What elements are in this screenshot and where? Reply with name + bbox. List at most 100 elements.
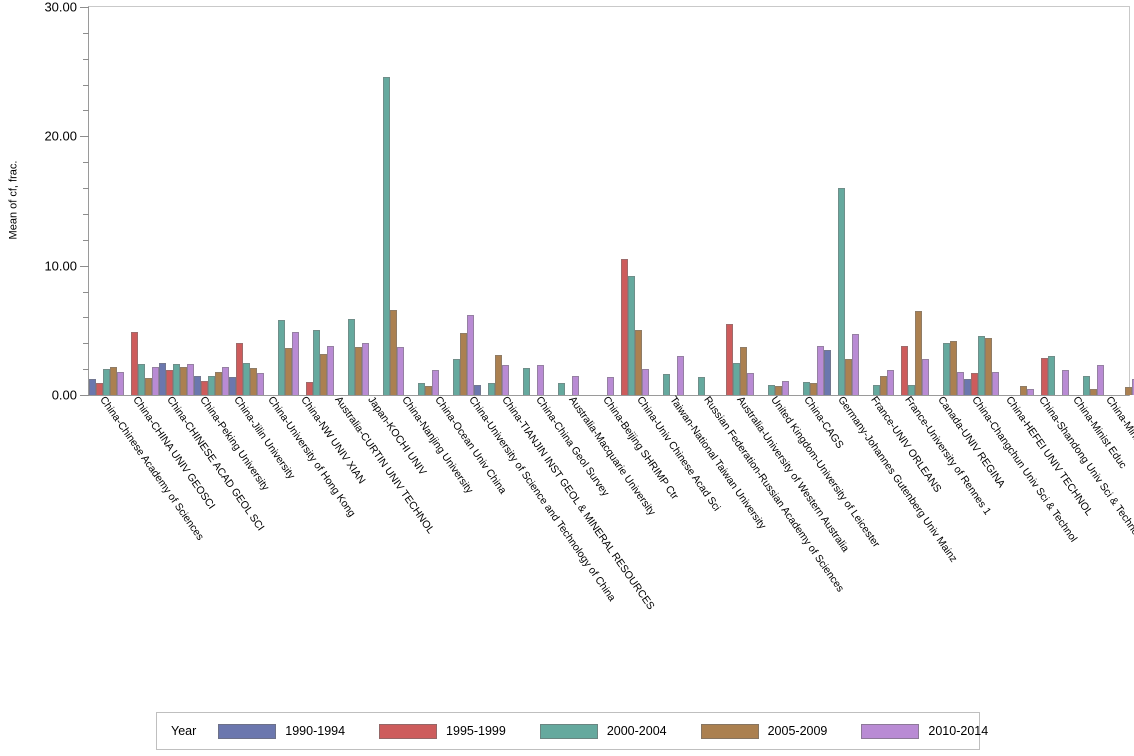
legend-label: 1995-1999 xyxy=(446,724,506,738)
y-axis-tick-label: 30.00 xyxy=(44,0,77,15)
y-axis-tick-label: 10.00 xyxy=(44,258,77,274)
y-axis-minor-tick xyxy=(83,188,89,190)
bar xyxy=(488,383,495,395)
bar xyxy=(131,331,138,395)
bar xyxy=(201,380,208,395)
bar xyxy=(222,366,229,395)
legend-item[interactable]: 2005-2009 xyxy=(700,723,827,739)
bar xyxy=(138,363,145,395)
bar xyxy=(971,373,978,395)
bar xyxy=(642,369,649,395)
bar xyxy=(159,362,166,395)
bar-group xyxy=(89,7,124,395)
bar xyxy=(327,345,334,395)
bar-groups xyxy=(89,7,1134,395)
bar-group xyxy=(1104,7,1134,395)
bar xyxy=(1083,375,1090,395)
legend-label: 1990-1994 xyxy=(285,724,346,738)
y-axis-minor-tick xyxy=(83,369,89,371)
legend-color-swatch xyxy=(539,723,598,739)
bar xyxy=(474,384,481,395)
legend-item[interactable]: 1990-1994 xyxy=(218,723,346,739)
bar xyxy=(1090,388,1097,395)
y-axis-minor-tick xyxy=(83,162,89,164)
bar xyxy=(502,365,509,395)
y-axis-tick-label: 0.00 xyxy=(51,387,77,403)
bar-group xyxy=(334,7,369,395)
bar xyxy=(803,382,810,395)
bar xyxy=(103,369,110,395)
bar xyxy=(278,320,285,395)
bar-group xyxy=(264,7,299,395)
bar xyxy=(313,330,320,395)
bar xyxy=(453,358,460,395)
legend: Year 1990-1994 1995-1999 2000-2004 2005-200… xyxy=(156,712,988,750)
bar xyxy=(523,367,530,395)
bar-group xyxy=(929,7,964,395)
bar xyxy=(747,373,754,395)
bar-group xyxy=(194,7,229,395)
legend-item[interactable]: 2000-2004 xyxy=(539,723,667,739)
legend-item[interactable]: 1995-1999 xyxy=(379,723,506,739)
legend-color-swatch xyxy=(379,723,438,739)
bar xyxy=(838,188,845,395)
bar xyxy=(390,309,397,395)
bar xyxy=(607,376,614,395)
bar xyxy=(558,383,565,395)
bar xyxy=(320,353,327,395)
bar xyxy=(215,371,222,395)
y-axis-minor-tick xyxy=(83,291,89,293)
bar xyxy=(348,318,355,395)
bar xyxy=(957,371,964,395)
bar xyxy=(1041,357,1048,395)
bar xyxy=(362,343,369,395)
legend-color-swatch xyxy=(218,723,277,739)
bar xyxy=(880,375,887,395)
bar xyxy=(117,371,124,395)
bar xyxy=(873,384,880,395)
bar xyxy=(810,383,817,395)
bar xyxy=(495,354,502,395)
bar xyxy=(250,367,257,395)
bar xyxy=(992,371,999,395)
bar xyxy=(355,347,362,395)
bar xyxy=(285,348,292,395)
bar xyxy=(89,379,96,395)
bar-group xyxy=(474,7,509,395)
bar-group xyxy=(824,7,859,395)
bar-group xyxy=(159,7,194,395)
y-axis-major-tick xyxy=(80,136,89,138)
bar xyxy=(243,362,250,395)
bar xyxy=(950,340,957,395)
bar-group xyxy=(649,7,684,395)
y-axis-major-tick xyxy=(80,395,89,396)
bar xyxy=(572,375,579,395)
bar xyxy=(922,358,929,395)
bar-group xyxy=(299,7,334,395)
bar xyxy=(978,335,985,395)
x-axis-labels: China-Chinese Academy of Sciences China-C… xyxy=(88,394,1134,696)
legend-item[interactable]: 2010-2014 xyxy=(861,723,988,739)
bar-group xyxy=(999,7,1034,395)
bar xyxy=(964,379,971,395)
plot-area: 0.00 10.00 20.00 30.00 xyxy=(44,0,1134,403)
bar xyxy=(985,338,992,395)
y-axis-title-text: Mean of cf, frac. xyxy=(7,160,19,240)
bar xyxy=(173,363,180,395)
bar-group xyxy=(754,7,789,395)
bar xyxy=(1062,370,1069,395)
bar xyxy=(698,376,705,395)
bar xyxy=(152,366,159,395)
bar xyxy=(824,349,831,395)
bar xyxy=(915,310,922,395)
bar-group xyxy=(229,7,264,395)
bar xyxy=(383,76,390,395)
bar xyxy=(145,378,152,395)
bar-group xyxy=(1069,7,1104,395)
bar-group xyxy=(544,7,579,395)
bar xyxy=(236,343,243,395)
bar xyxy=(663,374,670,395)
bar xyxy=(257,373,264,395)
bar xyxy=(901,345,908,395)
